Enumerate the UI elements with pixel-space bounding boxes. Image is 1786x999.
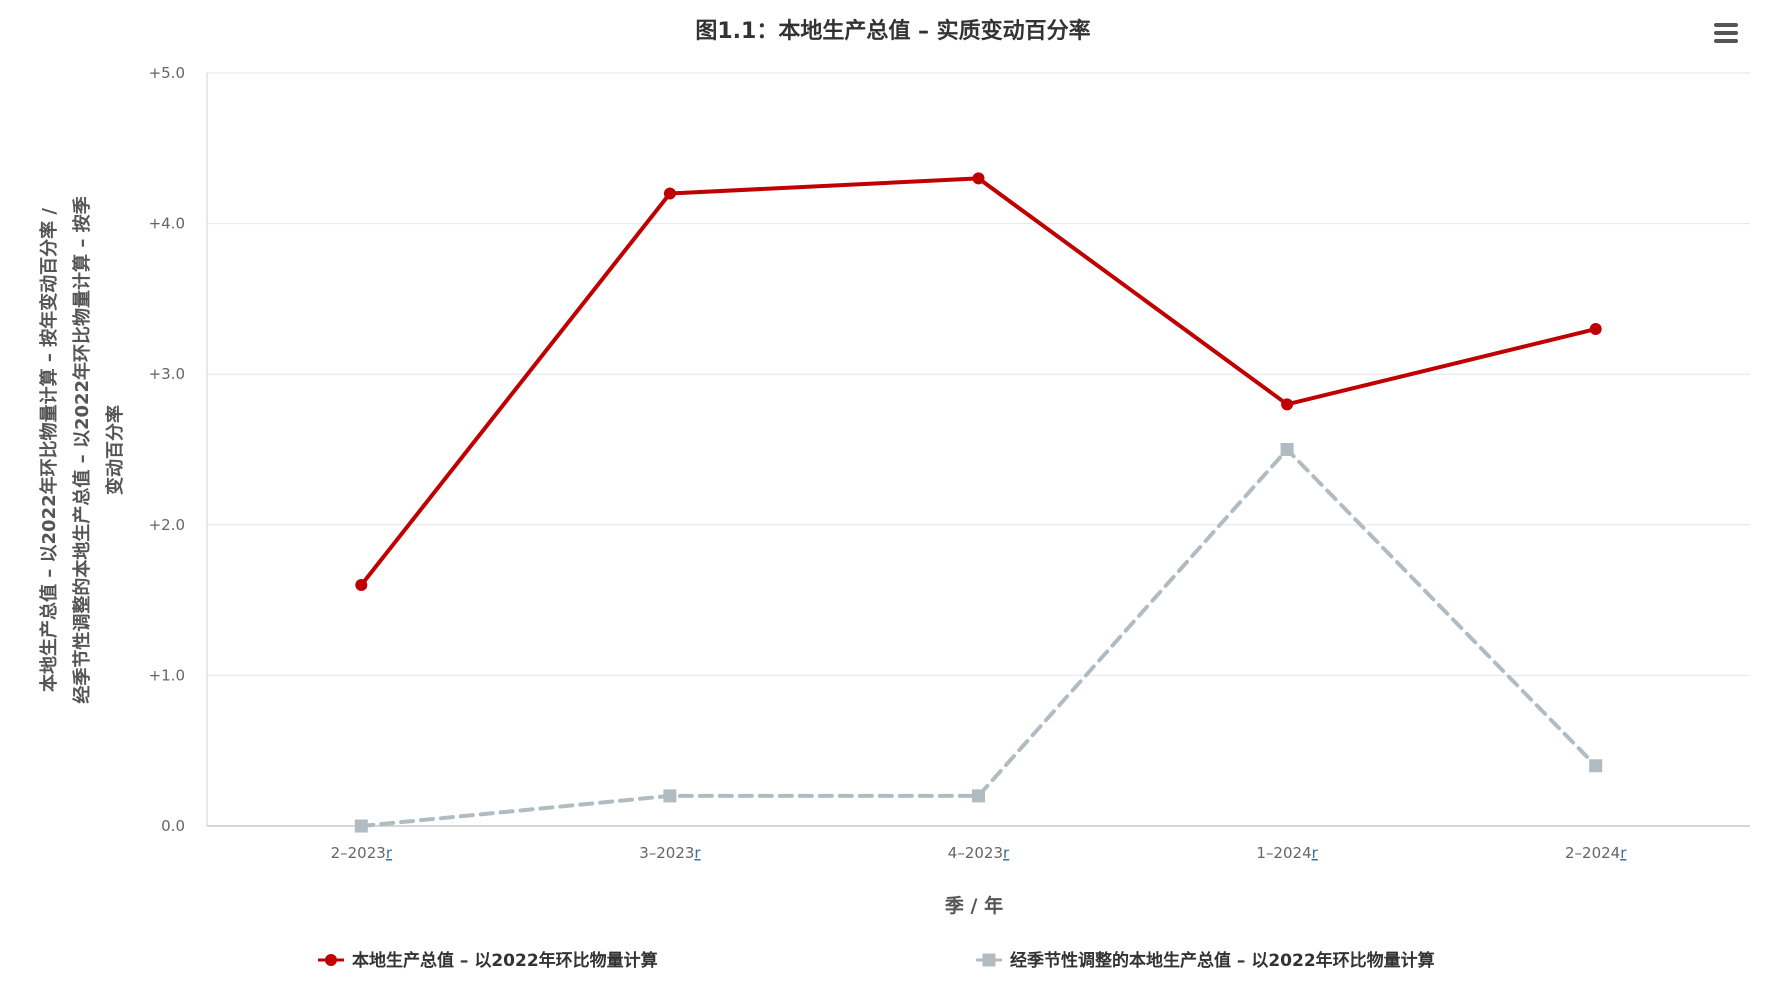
y-tick-label: +4.0 <box>149 215 185 233</box>
revised-marker-link[interactable]: r <box>1003 844 1010 862</box>
data-point[interactable] <box>663 789 677 803</box>
series-line <box>359 447 1598 828</box>
x-tick-category: 2–2023 <box>331 844 386 862</box>
y-axis-title: 本地生产总值 – 以2022年环比物量计算 – 按年变动百分率 / 经季节性调整的… <box>38 196 126 703</box>
y-tick-label: +3.0 <box>149 365 185 383</box>
legend-item[interactable]: 经季节性调整的本地生产总值 – 以2022年环比物量计算 <box>976 950 1435 971</box>
series-layer <box>354 172 1603 833</box>
data-point[interactable] <box>972 172 985 185</box>
data-point[interactable] <box>354 819 368 833</box>
legend-label: 本地生产总值 – 以2022年环比物量计算 <box>352 950 658 971</box>
x-tick-category: 3–2023 <box>639 844 694 862</box>
y-axis-title-line: 本地生产总值 – 以2022年环比物量计算 – 按年变动百分率 / <box>38 208 60 692</box>
y-tick-label: +1.0 <box>149 666 185 684</box>
x-axis-title: 季 / 年 <box>945 894 1003 917</box>
series-line <box>359 176 1598 588</box>
chart-title: 图1.1：本地生产总值 – 实质变动百分率 <box>695 18 1090 44</box>
legend-symbol-marker <box>325 954 337 966</box>
data-point[interactable] <box>1281 398 1294 411</box>
legend-symbol-marker <box>982 953 996 967</box>
x-tick-category: 2–2024 <box>1565 844 1620 862</box>
y-tick-label: 0.0 <box>161 817 185 835</box>
legend-label: 经季节性调整的本地生产总值 – 以2022年环比物量计算 <box>1010 950 1435 971</box>
legend-item[interactable]: 本地生产总值 – 以2022年环比物量计算 <box>318 950 658 971</box>
x-tick-category: 4–2023 <box>948 844 1003 862</box>
axes <box>206 73 1750 827</box>
revised-marker-link[interactable]: r <box>694 844 701 862</box>
y-tick-label: +5.0 <box>149 64 185 82</box>
y-axis-tick-labels: 0.0 +1.0 +2.0 +3.0 +4.0 +5.0 <box>149 64 185 835</box>
x-axis-tick-labels: 2–2023r 3–2023r 4–2023r 1–2024r 2–2024r <box>331 844 1628 862</box>
data-point[interactable] <box>1280 443 1294 456</box>
x-tick-label: 1–2024r <box>1256 844 1318 862</box>
data-point[interactable] <box>1589 759 1603 773</box>
revised-marker-link[interactable]: r <box>1312 844 1319 862</box>
menu-bar <box>1714 23 1738 27</box>
y-axis-title-line: 经季节性调整的本地生产总值 – 以2022年环比物量计算 – 按季 <box>71 196 93 703</box>
series-2 <box>354 443 1603 833</box>
series-1 <box>355 172 1602 592</box>
legend[interactable]: 本地生产总值 – 以2022年环比物量计算 经季节性调整的本地生产总值 – 以20… <box>318 950 1435 971</box>
data-point[interactable] <box>663 187 676 200</box>
menu-bar <box>1714 31 1738 35</box>
hamburger-menu-icon[interactable] <box>1708 18 1744 48</box>
data-point[interactable] <box>1589 323 1602 336</box>
revised-marker-link[interactable]: r <box>1620 844 1627 862</box>
y-axis-title-line: 变动百分率 <box>104 405 126 495</box>
x-tick-label: 4–2023r <box>948 844 1010 862</box>
x-tick-label: 3–2023r <box>639 844 701 862</box>
revised-marker-link[interactable]: r <box>386 844 393 862</box>
x-tick-label: 2–2024r <box>1565 844 1627 862</box>
menu-bar <box>1714 39 1738 43</box>
y-tick-label: +2.0 <box>149 516 185 534</box>
data-point[interactable] <box>972 789 985 803</box>
data-point[interactable] <box>355 579 368 592</box>
grid-lines <box>207 72 1750 676</box>
x-tick-category: 1–2024 <box>1256 844 1311 862</box>
x-tick-label: 2–2023r <box>331 844 393 862</box>
